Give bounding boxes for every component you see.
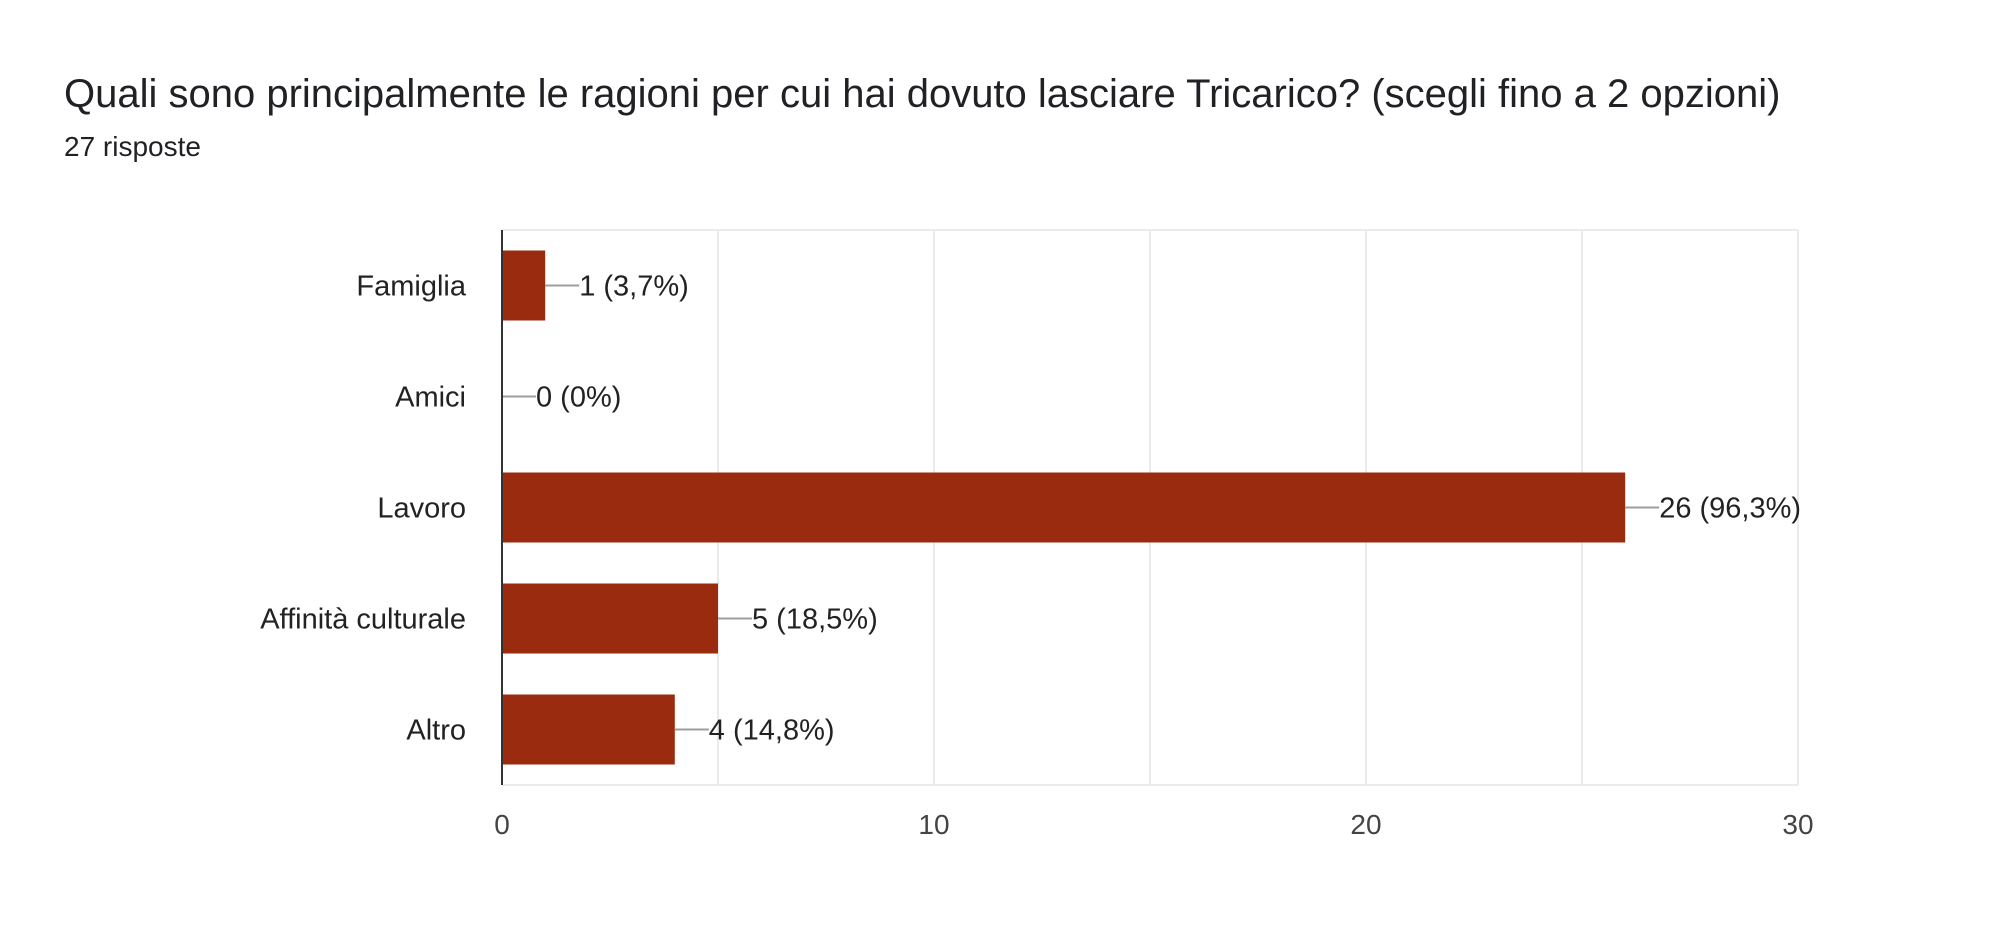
category-label: Amici (395, 382, 466, 414)
x-tick-label: 10 (918, 809, 949, 840)
value-labels: 1 (3,7%) 0 (0%) 26 (96,3%) 5 (18,5%) 4 (14,8… (536, 271, 1801, 747)
data-label: 5 (18,5%) (752, 604, 878, 636)
bar (502, 250, 546, 321)
response-count: 27 risposte (64, 131, 201, 162)
category-labels: Famiglia Amici Lavoro Affinità culturale Alt… (260, 271, 467, 747)
category-label: Lavoro (377, 493, 466, 525)
data-label: 1 (3,7%) (579, 271, 689, 303)
bar (502, 583, 718, 654)
bars (502, 250, 1626, 765)
bar (502, 694, 675, 765)
category-label: Affinità culturale (260, 604, 466, 636)
leader-lines (502, 284, 1660, 731)
tick-labels: 0 10 20 30 (494, 809, 1813, 840)
chart-title: Quali sono principalmente le ragioni per… (64, 72, 1781, 116)
x-tick-label: 0 (494, 809, 510, 840)
category-label: Altro (406, 715, 466, 747)
data-label: 0 (0%) (536, 382, 621, 414)
data-label: 4 (14,8%) (709, 715, 835, 747)
x-tick-label: 20 (1350, 809, 1381, 840)
gridlines (502, 229, 1799, 786)
data-label: 26 (96,3%) (1659, 493, 1801, 525)
category-label: Famiglia (356, 271, 466, 303)
x-tick-label: 30 (1782, 809, 1813, 840)
chart-header: Quali sono principalmente le ragioni per… (64, 70, 1780, 164)
bar (502, 472, 1626, 543)
